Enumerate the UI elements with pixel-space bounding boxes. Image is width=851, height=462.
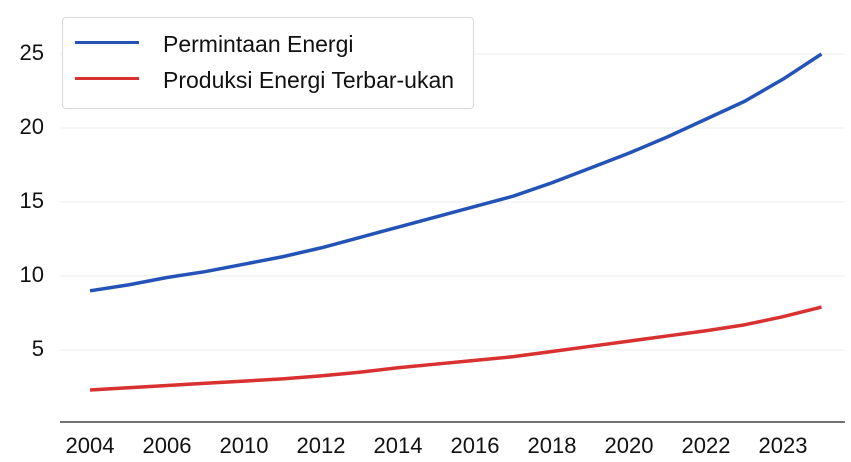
series-line [89,305,822,392]
legend-label: Permintaan Energi [163,31,354,57]
x-tick-label: 2012 [297,433,346,458]
legend-item: Permintaan Energi [75,28,463,60]
y-tick-label: 10 [20,262,44,287]
x-tick-label: 2018 [528,433,577,458]
y-tick-label: 5 [32,336,44,361]
y-tick-label: 25 [20,40,44,65]
legend-label: Produksi Energi Terbar-ukan [163,67,455,93]
legend-swatch [75,41,139,44]
x-tick-label: 2006 [143,433,192,458]
y-tick-label: 15 [20,188,44,213]
x-tick-label: 2016 [451,433,500,458]
legend-swatch [75,77,139,80]
x-tick-label: 2022 [682,433,731,458]
x-tick-label: 2014 [374,433,423,458]
series-line [89,52,823,293]
x-tick-label: 2004 [66,433,115,458]
legend-item: Produksi Energi Terbar-ukan [75,64,463,96]
x-tick-label: 2020 [605,433,654,458]
x-tick-label: 2010 [220,433,269,458]
y-tick-label: 20 [20,114,44,139]
x-tick-label: 2023 [759,433,808,458]
legend: Permintaan Energi Produksi Energi Terbar-… [62,17,474,109]
